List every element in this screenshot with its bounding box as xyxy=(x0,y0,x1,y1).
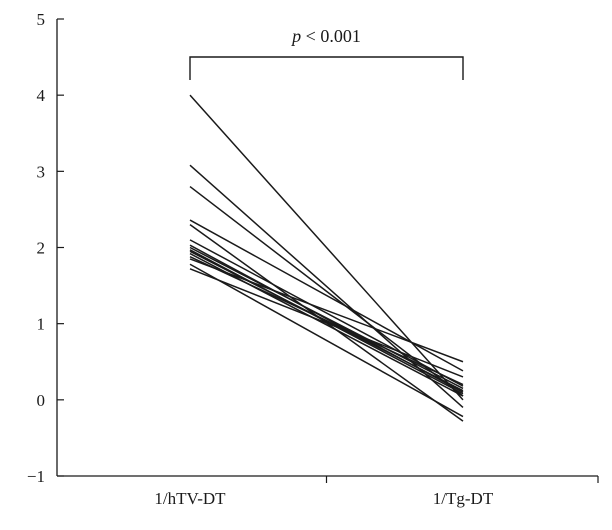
y-tick-label: −1 xyxy=(27,467,45,486)
significance-bracket: p < 0.001 xyxy=(189,26,464,80)
subject-line-6 xyxy=(189,239,464,387)
subject-line-14 xyxy=(189,263,464,418)
x-ticks: 1/hTV-DT 1/Tg-DT xyxy=(154,476,599,508)
y-tick-label: 3 xyxy=(37,162,46,181)
p-threshold: < 0.001 xyxy=(301,26,361,46)
subject-line-13 xyxy=(189,258,464,363)
subject-line-1 xyxy=(189,94,464,401)
p-value-label: p < 0.001 xyxy=(290,26,361,46)
x-category-label: 1/Tg-DT xyxy=(433,489,494,508)
series-lines xyxy=(189,94,464,422)
y-tick-label: 0 xyxy=(37,391,46,410)
y-tick-label: 1 xyxy=(37,315,46,334)
x-category-label: 1/hTV-DT xyxy=(154,489,226,508)
subject-line-15 xyxy=(189,268,464,378)
y-tick-label: 5 xyxy=(37,10,46,29)
bracket-line xyxy=(189,56,464,80)
subject-line-12 xyxy=(189,255,464,386)
y-tick-label: 2 xyxy=(37,239,46,258)
subject-line-8 xyxy=(189,246,464,390)
y-tick-label: 4 xyxy=(37,86,46,105)
subject-line-4 xyxy=(189,219,464,372)
p-symbol: p xyxy=(290,26,301,46)
y-ticks: 5 4 3 2 1 0 −1 xyxy=(27,10,64,486)
